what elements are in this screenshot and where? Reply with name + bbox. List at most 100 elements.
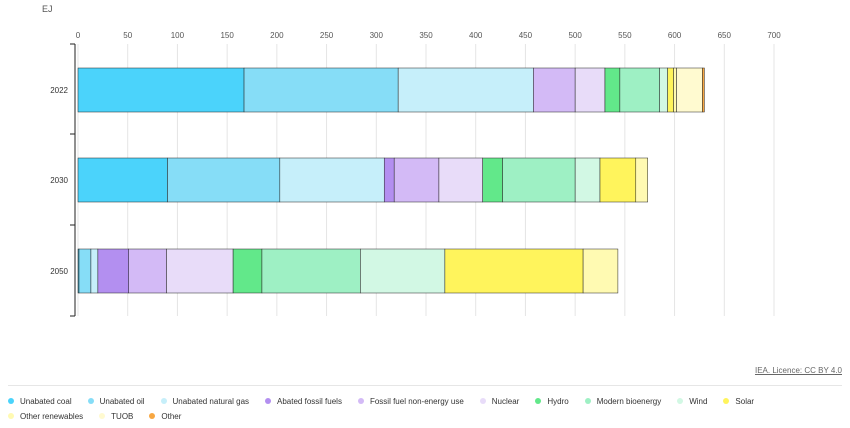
bar-segment-hydro[interactable]	[482, 157, 503, 203]
legend-dot	[8, 398, 14, 404]
bar-segment-wind[interactable]	[360, 248, 446, 294]
bar-segment-solar[interactable]	[667, 67, 674, 113]
legend-dot	[87, 398, 94, 404]
bars-layer	[77, 67, 705, 294]
bar-segment-fossil-fuel-non-energy-use[interactable]	[128, 248, 167, 294]
bar-segment-abated-fossil-fuels[interactable]	[97, 248, 129, 294]
bar-segment-nuclear[interactable]	[166, 248, 234, 294]
legend-item-wind[interactable]: Wind	[677, 395, 707, 407]
legend-separator	[8, 385, 842, 386]
legend-label: Unabated oil	[99, 396, 145, 406]
bar-segment-unabated-oil[interactable]	[243, 67, 399, 113]
bar-segment-unabated-oil[interactable]	[78, 248, 92, 294]
bar-segment-nuclear[interactable]	[438, 157, 483, 203]
x-tick-label: 100	[171, 31, 185, 40]
bar-segment-solar[interactable]	[444, 248, 584, 294]
legend-label: Unabated natural gas	[172, 396, 250, 406]
bar-segment-modern-bioenergy[interactable]	[502, 157, 576, 203]
bar-segment-nuclear[interactable]	[574, 67, 606, 113]
bar-group-2022	[77, 67, 705, 113]
x-tick-label: 350	[419, 31, 433, 40]
y-tick-label: 2030	[50, 176, 68, 185]
bar-segment-unabated-oil[interactable]	[167, 157, 281, 203]
legend-item-hydro[interactable]: Hydro	[535, 395, 569, 407]
licence-link[interactable]: IEA. Licence: CC BY 4.0	[754, 366, 842, 375]
bar-segment-modern-bioenergy[interactable]	[261, 248, 361, 294]
y-tick-label: 2050	[50, 267, 68, 276]
bar-segment-modern-bioenergy[interactable]	[619, 67, 660, 113]
legend-item-other-renewables[interactable]: Other renewables	[8, 410, 83, 422]
x-tick-label: 50	[123, 31, 132, 40]
legend-item-abated-fossil-fuels[interactable]: Abated fossil fuels	[265, 395, 342, 407]
legend-label: Wind	[689, 396, 708, 406]
legend-item-fossil-fuel-non-energy-use[interactable]: Fossil fuel non-energy use	[357, 395, 464, 407]
legend-dot	[677, 398, 684, 404]
legend-label: Nuclear	[491, 396, 520, 406]
legend-dot	[479, 398, 486, 404]
legend-label: Unabated coal	[20, 396, 72, 406]
legend-item-unabated-natural-gas[interactable]: Unabated natural gas	[160, 395, 250, 407]
legend-item-nuclear[interactable]: Nuclear	[479, 395, 520, 407]
bar-segment-other[interactable]	[702, 67, 705, 113]
bar-segment-other-renewables[interactable]	[673, 67, 677, 113]
legend-label: Solar	[735, 396, 755, 406]
bar-group-2050	[77, 248, 619, 294]
legend-dot	[160, 398, 167, 404]
x-tick-labels: 0 50 100 150 200 250 300 350 400 450 500 550 600 650 7…	[76, 31, 781, 40]
legend-item-unabated-oil[interactable]: Unabated oil	[87, 395, 145, 407]
x-tick-label: 150	[220, 31, 234, 40]
legend-label: Modern bioenergy	[596, 396, 662, 406]
bar-segment-unabated-natural-gas[interactable]	[279, 157, 385, 203]
x-tick-label: 700	[767, 31, 781, 40]
x-tick-label: 300	[370, 31, 384, 40]
legend-item-unabated-coal[interactable]: Unabated coal	[8, 395, 72, 407]
bar-segment-hydro[interactable]	[232, 248, 263, 294]
y-tick-label: 2022	[50, 86, 68, 95]
legend-dot	[265, 398, 272, 404]
x-tick-label: 250	[320, 31, 334, 40]
legend-dot	[357, 398, 364, 404]
bar-segment-unabated-coal[interactable]	[77, 157, 168, 203]
bar-segment-wind[interactable]	[659, 67, 668, 113]
legend-label: Other	[161, 411, 182, 421]
legend-dot	[99, 413, 106, 419]
legend-label: Fossil fuel non-energy use	[369, 396, 464, 406]
legend-item-solar[interactable]: Solar	[723, 395, 754, 407]
bar-segment-abated-fossil-fuels[interactable]	[383, 157, 395, 203]
bar-segment-solar[interactable]	[599, 157, 637, 203]
x-tick-label: 450	[519, 31, 533, 40]
x-tick-label: 0	[76, 31, 81, 40]
stacked-bar-chart: 0 50 100 150 200 250 300 350 400 450 500 550 600 650 7…	[50, 31, 781, 317]
legend-item-tuob[interactable]: TUOB	[99, 410, 133, 422]
legend-dot	[723, 398, 730, 404]
bar-segment-fossil-fuel-non-energy-use[interactable]	[533, 67, 576, 113]
legend: Unabated coal Unabated oil Unabated natura…	[8, 395, 838, 422]
bar-segment-unabated-coal[interactable]	[77, 67, 245, 113]
unit-label: EJ	[42, 4, 53, 14]
x-tick-label: 600	[668, 31, 682, 40]
bar-segment-unabated-natural-gas[interactable]	[397, 67, 534, 113]
x-tick-label: 650	[718, 31, 732, 40]
x-tick-label: 400	[469, 31, 483, 40]
x-tick-label: 500	[568, 31, 582, 40]
legend-label: Abated fossil fuels	[277, 396, 342, 406]
bar-segment-tuob[interactable]	[676, 67, 703, 113]
legend-dot	[535, 398, 542, 404]
legend-dot	[584, 398, 591, 404]
bar-segment-hydro[interactable]	[604, 67, 621, 113]
bar-segment-unabated-natural-gas[interactable]	[90, 248, 99, 294]
legend-dot	[149, 413, 156, 419]
legend-label: Hydro	[547, 396, 569, 406]
legend-label: TUOB	[111, 411, 134, 421]
bar-segment-fossil-fuel-non-energy-use[interactable]	[393, 157, 440, 203]
legend-item-modern-bioenergy[interactable]: Modern bioenergy	[584, 395, 662, 407]
legend-item-other[interactable]: Other	[149, 410, 181, 422]
bar-segment-other-renewables[interactable]	[635, 157, 648, 203]
x-tick-label: 550	[618, 31, 632, 40]
legend-dot	[8, 413, 14, 419]
bar-segment-other-renewables[interactable]	[582, 248, 619, 294]
bar-segment-wind[interactable]	[574, 157, 601, 203]
y-axis: 2022 2030 2050	[50, 43, 76, 317]
bar-group-2030	[77, 157, 648, 203]
legend-label: Other renewables	[20, 411, 84, 421]
